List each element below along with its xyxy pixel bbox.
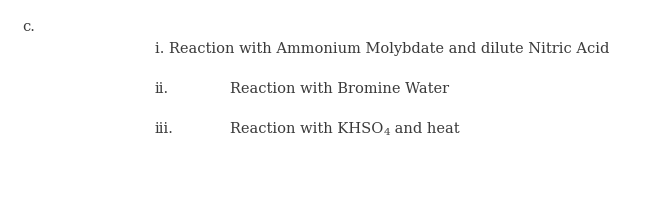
Text: i. Reaction with Ammonium Molybdate and dilute Nitric Acid: i. Reaction with Ammonium Molybdate and … [155,42,609,56]
Text: iii.: iii. [155,122,174,136]
Text: ii.: ii. [155,82,169,96]
Text: c.: c. [22,20,35,34]
Text: Reaction with KHSO: Reaction with KHSO [230,122,383,136]
Text: Reaction with Bromine Water: Reaction with Bromine Water [230,82,449,96]
Text: and heat: and heat [390,122,460,136]
Text: 4: 4 [383,128,390,137]
